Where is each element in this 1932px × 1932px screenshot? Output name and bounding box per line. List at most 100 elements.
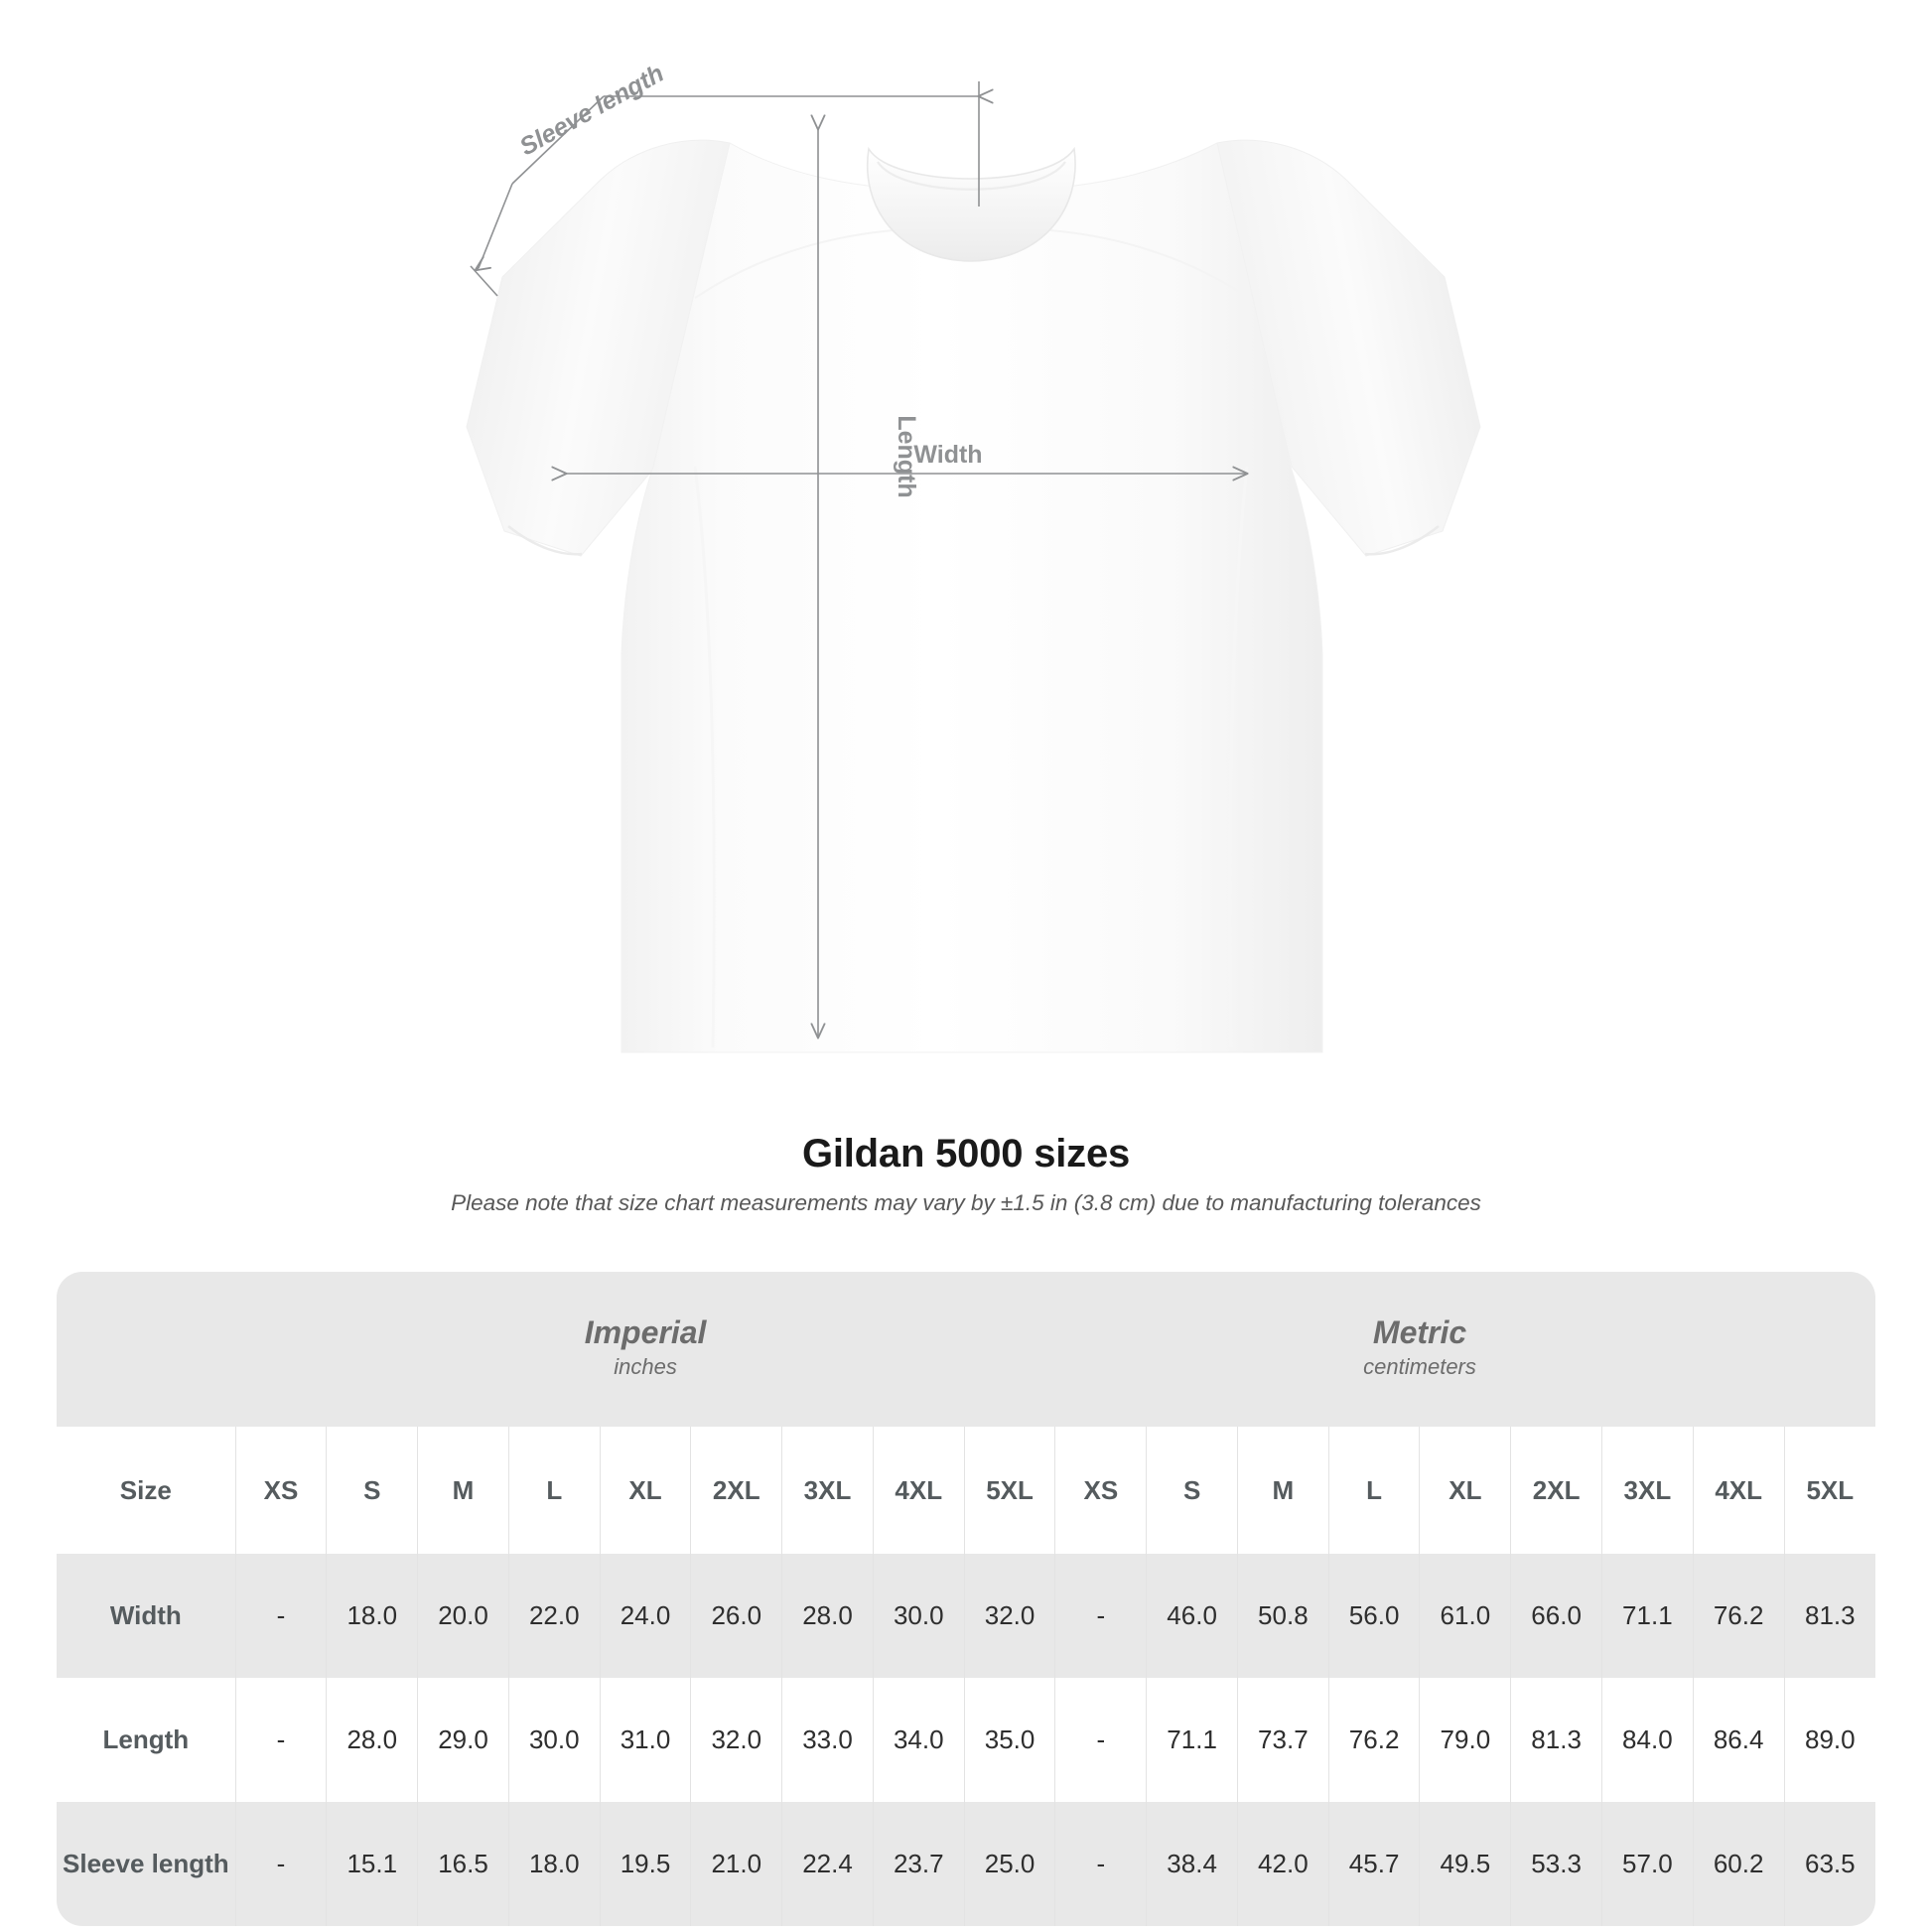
size-header-metric-xl: XL [1419,1427,1512,1554]
unit-group-imperial: Imperial inches [235,1272,1055,1427]
row-label-sleeve-length: Sleeve length [57,1802,236,1926]
page-title: Gildan 5000 sizes [801,1132,1131,1175]
size-header-imperial-2xl: 2XL [690,1427,783,1554]
chart-heading-block: Gildan 5000 sizes Please note that size … [0,1132,1932,1216]
size-header-metric-m: M [1237,1427,1329,1554]
cell-sleeve-metric-3xl: 57.0 [1601,1802,1694,1926]
table-row: Sleeve length - 15.1 16.5 18.0 19.5 21.0… [57,1802,1875,1926]
cell-width-imperial-xl: 24.0 [600,1554,692,1678]
cell-length-metric-m: 73.7 [1237,1678,1329,1802]
cell-width-metric-m: 50.8 [1237,1554,1329,1678]
size-header-imperial-4xl: 4XL [873,1427,965,1554]
size-header-metric-l: L [1328,1427,1421,1554]
cell-length-metric-4xl: 86.4 [1693,1678,1785,1802]
unit-group-metric-name: Metric [1372,1313,1467,1350]
width-label: Width [913,441,982,469]
tolerance-note: Please note that size chart measurements… [451,1190,1481,1215]
size-header-imperial-s: S [326,1427,419,1554]
tshirt-illustration [466,139,1481,1053]
size-header-imperial-m: M [417,1427,509,1554]
unit-group-metric-unit: centimeters [1363,1354,1476,1380]
size-header-imperial-l: L [508,1427,601,1554]
cell-length-imperial-s: 28.0 [326,1678,419,1802]
cell-sleeve-imperial-xl: 19.5 [600,1802,692,1926]
cell-length-imperial-l: 30.0 [508,1678,601,1802]
cell-length-imperial-xl: 31.0 [600,1678,692,1802]
cell-sleeve-metric-l: 45.7 [1328,1802,1421,1926]
cell-sleeve-imperial-4xl: 23.7 [873,1802,965,1926]
cell-length-metric-5xl: 89.0 [1784,1678,1875,1802]
cell-sleeve-metric-s: 38.4 [1146,1802,1238,1926]
size-header-metric-4xl: 4XL [1693,1427,1785,1554]
table-row: Length - 28.0 29.0 30.0 31.0 32.0 33.0 3… [57,1678,1875,1802]
unit-group-row: Imperial inches Metric centimeters [57,1272,1875,1427]
cell-width-metric-2xl: 66.0 [1510,1554,1602,1678]
sleeve-length-dimension [470,81,994,297]
cell-sleeve-imperial-xs: - [235,1802,328,1926]
cell-length-metric-xl: 79.0 [1419,1678,1512,1802]
tshirt-diagram: Sleeve length Length Width [466,60,1481,1053]
size-header-row: Size XS S M L XL 2XL 3XL 4XL 5XL XS S M … [57,1427,1875,1554]
cell-length-imperial-xs: - [235,1678,328,1802]
cell-width-metric-3xl: 71.1 [1601,1554,1694,1678]
size-header-metric-s: S [1146,1427,1238,1554]
size-header-metric-2xl: 2XL [1510,1427,1602,1554]
cell-sleeve-metric-2xl: 53.3 [1510,1802,1602,1926]
size-header-imperial-xs: XS [235,1427,328,1554]
size-header-imperial-xl: XL [600,1427,692,1554]
size-header-imperial-5xl: 5XL [964,1427,1056,1554]
cell-sleeve-imperial-2xl: 21.0 [690,1802,783,1926]
cell-width-metric-s: 46.0 [1146,1554,1238,1678]
cell-width-metric-5xl: 81.3 [1784,1554,1875,1678]
size-header-metric-5xl: 5XL [1784,1427,1875,1554]
cell-sleeve-metric-xs: - [1054,1802,1148,1926]
cell-sleeve-metric-xl: 49.5 [1419,1802,1512,1926]
cell-width-metric-4xl: 76.2 [1693,1554,1785,1678]
cell-width-imperial-5xl: 32.0 [964,1554,1056,1678]
measurement-annotations [470,81,1249,1039]
length-label: Length [893,415,920,497]
cell-sleeve-metric-5xl: 63.5 [1784,1802,1875,1926]
cell-width-imperial-xs: - [235,1554,328,1678]
row-label-width: Width [57,1554,236,1678]
cell-width-imperial-2xl: 26.0 [690,1554,783,1678]
cell-sleeve-imperial-m: 16.5 [417,1802,509,1926]
cell-length-metric-s: 71.1 [1146,1678,1238,1802]
size-table-container: Imperial inches Metric centimeters Size … [57,1272,1875,1926]
cell-length-imperial-4xl: 34.0 [873,1678,965,1802]
size-header-label: Size [57,1427,236,1554]
cell-sleeve-imperial-5xl: 25.0 [964,1802,1056,1926]
cell-width-imperial-m: 20.0 [417,1554,509,1678]
size-header-metric-3xl: 3XL [1601,1427,1694,1554]
row-label-length: Length [57,1678,236,1802]
cell-length-metric-2xl: 81.3 [1510,1678,1602,1802]
cell-width-metric-xl: 61.0 [1419,1554,1512,1678]
sleeve-length-label: Sleeve length [515,60,669,162]
cell-width-imperial-3xl: 28.0 [781,1554,874,1678]
table-row: Width - 18.0 20.0 22.0 24.0 26.0 28.0 30… [57,1554,1875,1678]
size-header-metric-xs: XS [1054,1427,1148,1554]
cell-length-metric-xs: - [1054,1678,1148,1802]
cell-width-imperial-l: 22.0 [508,1554,601,1678]
cell-sleeve-metric-4xl: 60.2 [1693,1802,1785,1926]
unit-row-spacer [57,1272,236,1427]
cell-width-imperial-s: 18.0 [326,1554,419,1678]
size-chart-table: Imperial inches Metric centimeters Size … [57,1272,1875,1926]
cell-width-imperial-4xl: 30.0 [873,1554,965,1678]
cell-width-metric-xs: - [1054,1554,1148,1678]
cell-width-metric-l: 56.0 [1328,1554,1421,1678]
cell-length-imperial-m: 29.0 [417,1678,509,1802]
size-header-imperial-3xl: 3XL [781,1427,874,1554]
cell-sleeve-metric-m: 42.0 [1237,1802,1329,1926]
cell-sleeve-imperial-3xl: 22.4 [781,1802,874,1926]
unit-group-metric: Metric centimeters [1054,1272,1785,1427]
cell-length-imperial-5xl: 35.0 [964,1678,1056,1802]
cell-sleeve-imperial-s: 15.1 [326,1802,419,1926]
cell-length-metric-3xl: 84.0 [1601,1678,1694,1802]
cell-length-imperial-3xl: 33.0 [781,1678,874,1802]
cell-sleeve-imperial-l: 18.0 [508,1802,601,1926]
cell-length-imperial-2xl: 32.0 [690,1678,783,1802]
unit-row-spacer-end [1784,1272,1875,1427]
cell-length-metric-l: 76.2 [1328,1678,1421,1802]
unit-group-imperial-name: Imperial [584,1313,707,1350]
